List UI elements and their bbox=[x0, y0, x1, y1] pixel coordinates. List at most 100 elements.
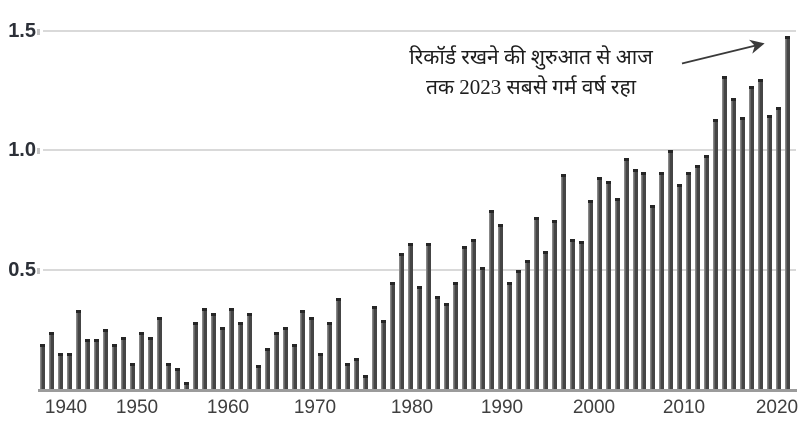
bar-2002 bbox=[596, 176, 602, 389]
bar-1948 bbox=[112, 343, 117, 389]
bar-1957 bbox=[192, 322, 198, 389]
bar-2012 bbox=[686, 171, 692, 389]
bar-1977 bbox=[372, 305, 378, 389]
bar-1998 bbox=[560, 174, 566, 389]
x-axis-label-1940: 1940 bbox=[44, 397, 88, 418]
bar-1958 bbox=[201, 307, 207, 389]
bar-2015 bbox=[713, 119, 719, 389]
bar-1978 bbox=[381, 319, 387, 389]
y-tick bbox=[37, 148, 40, 155]
bar-1975 bbox=[354, 358, 360, 389]
bar-2020 bbox=[758, 78, 764, 389]
bar-2023 bbox=[785, 35, 790, 389]
bar-1946 bbox=[94, 338, 99, 389]
gridline-1.0 bbox=[43, 149, 796, 152]
bar-1984 bbox=[435, 295, 440, 389]
bar-1953 bbox=[156, 317, 162, 389]
bar-1962 bbox=[237, 322, 243, 389]
bar-1940 bbox=[40, 343, 46, 389]
y-tick bbox=[37, 28, 40, 35]
bar-1950 bbox=[129, 362, 135, 389]
bar-1941 bbox=[49, 331, 55, 389]
bar-2009 bbox=[659, 171, 665, 389]
bar-1961 bbox=[228, 307, 234, 389]
bar-1987 bbox=[462, 245, 467, 389]
bar-1995 bbox=[533, 217, 539, 389]
y-axis-label: 1.0 bbox=[8, 139, 36, 162]
bar-1955 bbox=[174, 367, 180, 389]
bar-1965 bbox=[264, 348, 270, 389]
bar-2010 bbox=[668, 150, 674, 389]
bar-1989 bbox=[479, 267, 485, 389]
bar-1944 bbox=[76, 310, 82, 389]
x-axis-label-1990: 1990 bbox=[480, 397, 524, 418]
y-axis-label: 1.5 bbox=[8, 19, 36, 42]
bar-1996 bbox=[542, 250, 548, 389]
bar-2019 bbox=[749, 85, 755, 389]
bar-1963 bbox=[246, 312, 252, 389]
bar-1954 bbox=[165, 362, 171, 389]
y-tick bbox=[37, 267, 40, 274]
bar-1959 bbox=[210, 312, 216, 389]
bar-1990 bbox=[488, 210, 494, 389]
annotation-text: रिकॉर्ड रखने की शुरुआत से आज तक 2023 सबस… bbox=[366, 42, 696, 102]
bar-1997 bbox=[551, 219, 557, 389]
annotation-line1: रिकॉर्ड रखने की शुरुआत से आज bbox=[409, 45, 653, 69]
bar-1949 bbox=[121, 336, 126, 389]
bar-2016 bbox=[722, 76, 728, 389]
bar-1983 bbox=[426, 243, 432, 389]
y-axis-label: 0.5 bbox=[8, 258, 36, 281]
bar-2007 bbox=[641, 171, 647, 389]
bar-2003 bbox=[605, 181, 611, 389]
x-axis-line bbox=[38, 389, 797, 392]
bar-1947 bbox=[103, 329, 108, 389]
bar-1974 bbox=[345, 362, 351, 389]
x-axis-label-2010: 2010 bbox=[662, 397, 706, 418]
bar-2005 bbox=[623, 157, 629, 389]
bar-2013 bbox=[695, 164, 701, 389]
bar-1981 bbox=[408, 243, 414, 389]
bar-1968 bbox=[291, 343, 297, 389]
bar-1969 bbox=[300, 310, 306, 389]
bar-2011 bbox=[677, 183, 683, 389]
bar-1971 bbox=[318, 353, 324, 389]
bar-2022 bbox=[776, 107, 781, 389]
bar-2017 bbox=[731, 97, 737, 389]
x-axis-label-1950: 1950 bbox=[115, 397, 159, 418]
x-axis-label-2000: 2000 bbox=[572, 397, 616, 418]
bar-2001 bbox=[587, 200, 593, 389]
bar-1945 bbox=[85, 338, 91, 389]
bar-1994 bbox=[524, 260, 530, 389]
bar-1976 bbox=[363, 374, 369, 389]
bar-1993 bbox=[515, 269, 521, 389]
gridline-1.5 bbox=[43, 29, 796, 32]
bar-1942 bbox=[58, 353, 64, 389]
bar-2004 bbox=[614, 198, 620, 389]
bar-1966 bbox=[273, 331, 279, 389]
bar-2008 bbox=[650, 205, 656, 389]
bar-1988 bbox=[470, 238, 476, 389]
bar-1982 bbox=[417, 286, 423, 389]
bar-1986 bbox=[453, 281, 458, 389]
bar-1956 bbox=[183, 381, 189, 389]
bar-1943 bbox=[67, 353, 73, 389]
bar-1992 bbox=[506, 281, 512, 389]
bar-1972 bbox=[327, 322, 333, 389]
bar-1967 bbox=[282, 326, 288, 389]
bar-1991 bbox=[497, 224, 503, 389]
bar-1964 bbox=[255, 365, 261, 389]
bar-1999 bbox=[569, 238, 575, 389]
bar-1985 bbox=[444, 303, 449, 389]
bar-2006 bbox=[632, 169, 638, 389]
bar-1980 bbox=[399, 252, 405, 389]
bar-1970 bbox=[309, 317, 315, 389]
gridline-0.5 bbox=[43, 268, 796, 271]
x-axis-label-1970: 1970 bbox=[293, 397, 337, 418]
annotation-line2: तक 2023 सबसे गर्म वर्ष रहा bbox=[425, 75, 637, 99]
bar-1973 bbox=[336, 298, 342, 389]
bar-1952 bbox=[147, 336, 153, 389]
bar-2014 bbox=[704, 155, 710, 389]
x-axis-label-1980: 1980 bbox=[390, 397, 434, 418]
bar-2000 bbox=[578, 241, 584, 389]
